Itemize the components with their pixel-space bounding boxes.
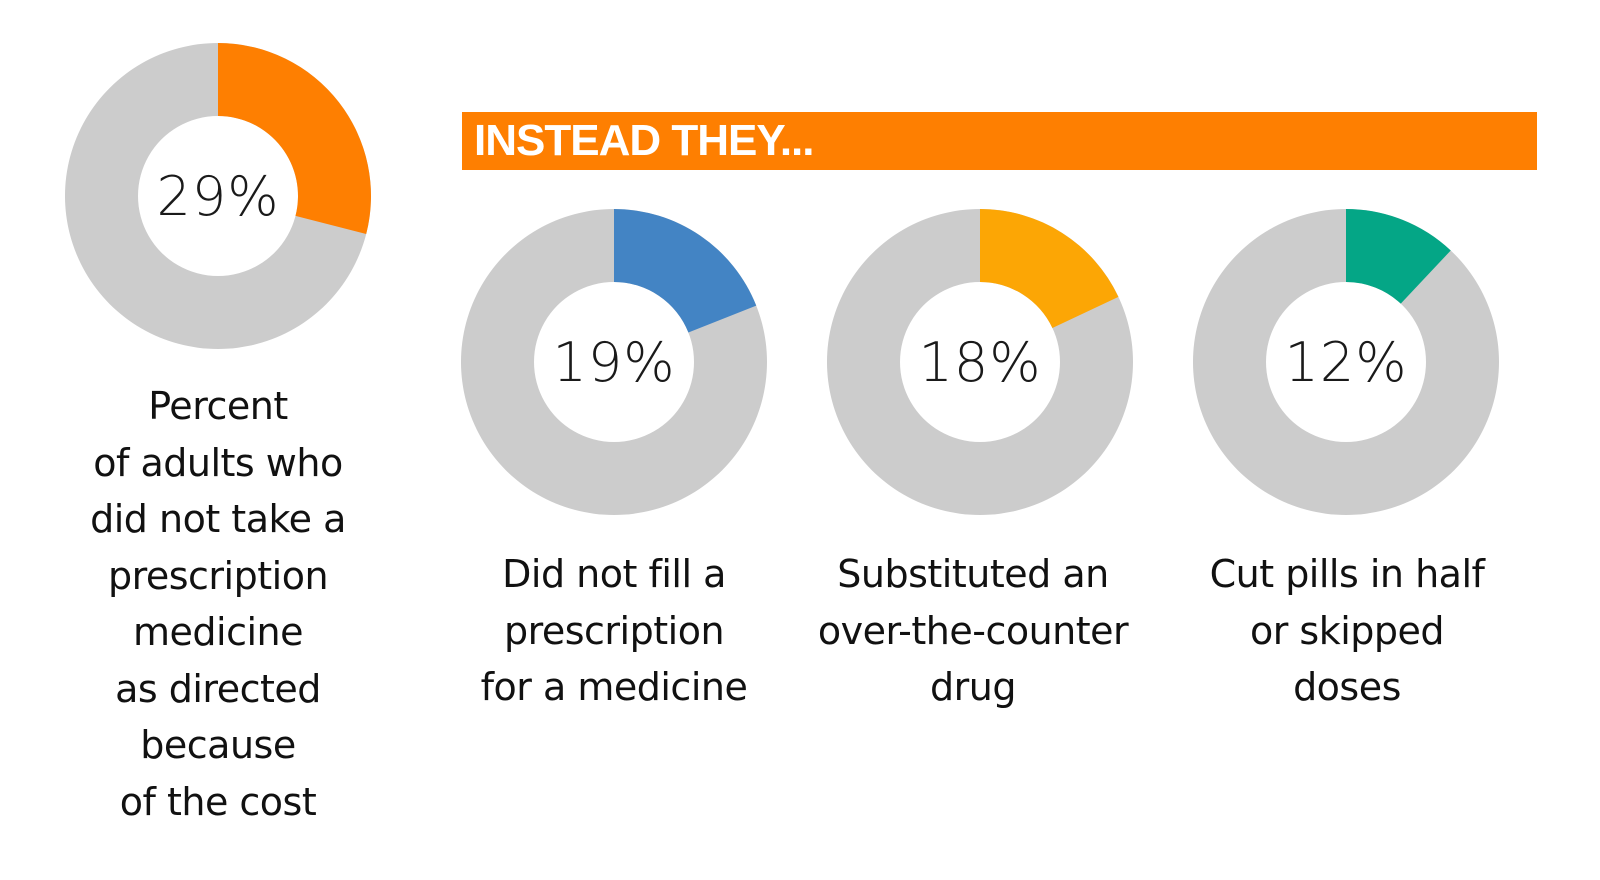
donut-caption-did-not-fill: Did not fill a prescription for a medici… — [480, 552, 748, 709]
donut-caption-main: Percent of adults who did not take a pre… — [90, 384, 346, 824]
donut-value: 19% — [552, 330, 676, 394]
donut-track — [1193, 209, 1499, 515]
donut-segment — [980, 209, 1119, 328]
donut-chart-substituted: 18% — [827, 209, 1133, 515]
donut-value: 12% — [1284, 330, 1408, 394]
donut-ring — [461, 209, 767, 515]
donut-segment — [1346, 209, 1451, 304]
donut-chart-did-not-fill: 19% — [461, 209, 767, 515]
banner-title: INSTEAD THEY... — [474, 116, 814, 165]
donut-value: 29% — [156, 164, 280, 228]
donut-caption-substituted: Substituted an over-the-counter drug — [817, 552, 1129, 709]
donut-chart-main: 29% — [65, 43, 371, 349]
donut-segment — [614, 209, 757, 333]
donut-chart-cut-pills: 12% — [1193, 209, 1499, 515]
donut-ring — [1193, 209, 1499, 515]
donut-segment — [218, 43, 371, 235]
donut-caption-cut-pills: Cut pills in half or skipped doses — [1209, 552, 1485, 709]
donut-ring — [827, 209, 1133, 515]
donut-ring — [65, 43, 371, 349]
instead-they-banner: INSTEAD THEY... — [462, 112, 1537, 170]
donut-value: 18% — [918, 330, 1042, 394]
